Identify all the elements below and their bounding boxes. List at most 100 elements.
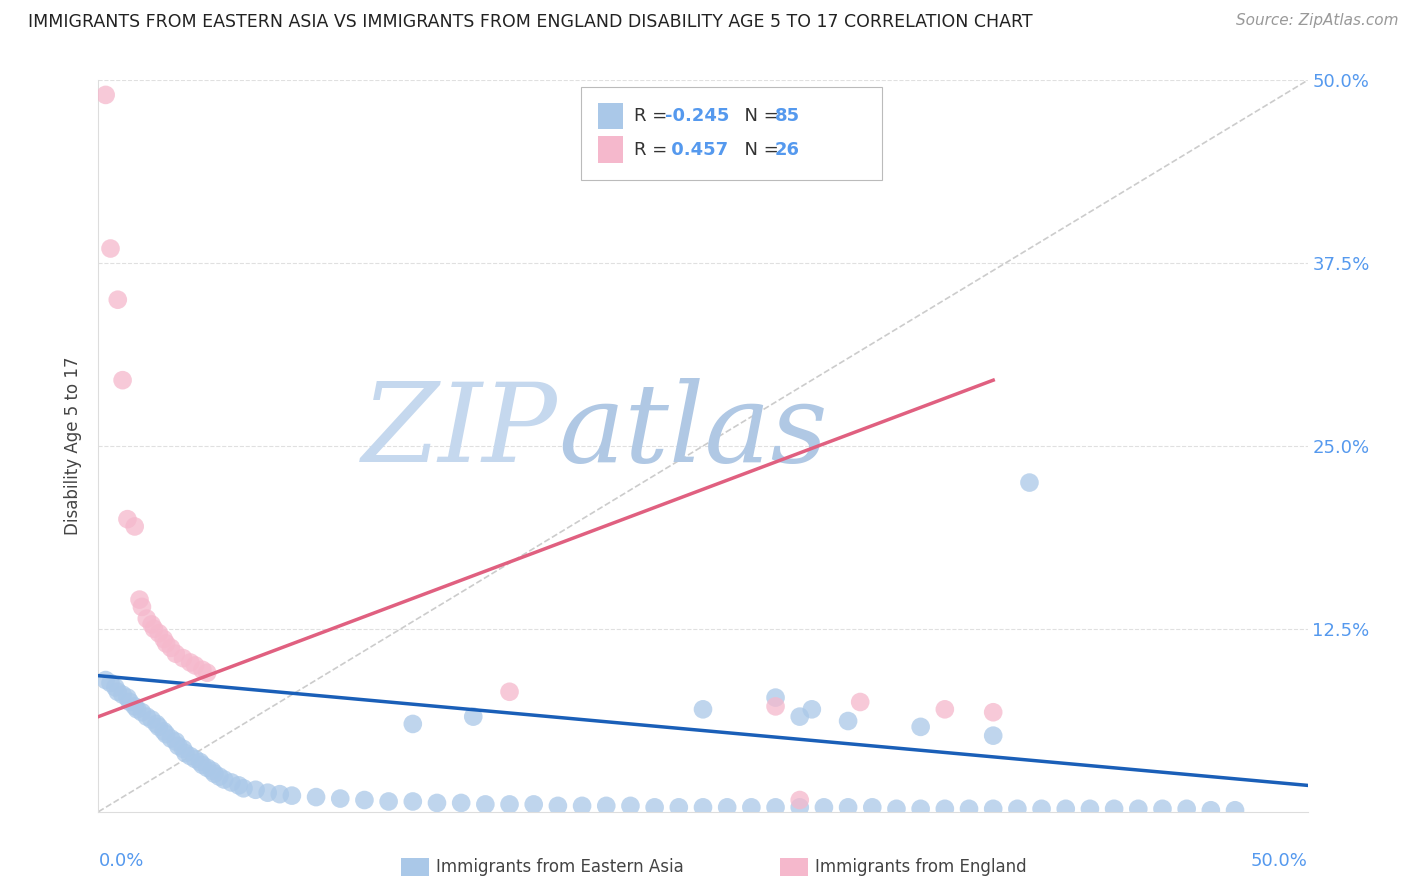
Point — [523, 797, 546, 812]
Point — [571, 798, 593, 813]
Text: 85: 85 — [775, 107, 800, 125]
Text: atlas: atlas — [558, 377, 828, 485]
Point — [232, 781, 254, 796]
Point — [148, 720, 170, 734]
Text: R =: R = — [634, 107, 673, 125]
Point — [1031, 802, 1053, 816]
Point — [668, 800, 690, 814]
Point — [141, 617, 163, 632]
Point — [426, 796, 449, 810]
Point — [179, 749, 201, 764]
Point — [165, 647, 187, 661]
Point — [100, 242, 122, 256]
Point — [463, 709, 485, 723]
Point — [118, 695, 141, 709]
Point — [765, 690, 787, 705]
Point — [692, 800, 714, 814]
Text: N =: N = — [733, 141, 785, 159]
Point — [191, 758, 214, 772]
Point — [117, 512, 139, 526]
Point — [402, 717, 425, 731]
Point — [981, 705, 1004, 719]
Point — [281, 789, 304, 803]
Text: 0.457: 0.457 — [665, 141, 728, 159]
Text: Immigrants from Eastern Asia: Immigrants from Eastern Asia — [436, 858, 683, 876]
Point — [402, 795, 425, 809]
Point — [716, 800, 738, 814]
Text: 0.0%: 0.0% — [98, 852, 143, 870]
Point — [124, 519, 146, 533]
Y-axis label: Disability Age 5 to 17: Disability Age 5 to 17 — [65, 357, 83, 535]
Text: IMMIGRANTS FROM EASTERN ASIA VS IMMIGRANTS FROM ENGLAND DISABILITY AGE 5 TO 17 C: IMMIGRANTS FROM EASTERN ASIA VS IMMIGRAN… — [28, 13, 1033, 31]
Point — [145, 717, 167, 731]
Point — [172, 741, 194, 756]
Point — [141, 713, 163, 727]
Point — [910, 802, 932, 816]
Point — [1128, 802, 1150, 816]
Text: N =: N = — [733, 107, 785, 125]
Text: 50.0%: 50.0% — [1251, 852, 1308, 870]
Point — [107, 685, 129, 699]
Point — [595, 798, 617, 813]
Point — [174, 746, 197, 760]
Point — [740, 800, 762, 814]
Point — [131, 705, 153, 719]
Point — [1223, 803, 1246, 817]
Point — [1007, 802, 1029, 816]
Text: Immigrants from England: Immigrants from England — [815, 858, 1028, 876]
Point — [221, 775, 243, 789]
Point — [128, 592, 150, 607]
Point — [165, 734, 187, 748]
Point — [184, 752, 207, 766]
Point — [1175, 802, 1198, 816]
Point — [212, 772, 235, 787]
Point — [104, 681, 127, 695]
Point — [765, 800, 787, 814]
Point — [789, 709, 811, 723]
Text: ZIP: ZIP — [361, 377, 558, 485]
Point — [1078, 802, 1101, 816]
Point — [498, 685, 520, 699]
Point — [184, 658, 207, 673]
Point — [124, 699, 146, 714]
Point — [849, 695, 872, 709]
Point — [228, 778, 250, 792]
Point — [860, 800, 883, 814]
Point — [188, 755, 211, 769]
Point — [800, 702, 823, 716]
Point — [195, 665, 218, 680]
Point — [148, 626, 170, 640]
Point — [934, 702, 956, 716]
Point — [191, 663, 214, 677]
Point — [981, 729, 1004, 743]
Point — [111, 688, 134, 702]
Point — [160, 640, 183, 655]
Text: R =: R = — [634, 141, 673, 159]
Point — [1054, 802, 1077, 816]
Point — [155, 636, 177, 650]
Point — [329, 791, 352, 805]
Point — [117, 690, 139, 705]
Point — [644, 800, 666, 814]
Point — [547, 798, 569, 813]
Point — [789, 793, 811, 807]
Point — [474, 797, 496, 812]
Text: Source: ZipAtlas.com: Source: ZipAtlas.com — [1236, 13, 1399, 29]
Point — [377, 795, 399, 809]
Point — [1102, 802, 1125, 816]
Point — [201, 764, 224, 778]
Point — [107, 293, 129, 307]
Point — [934, 802, 956, 816]
Point — [208, 770, 231, 784]
Point — [127, 702, 149, 716]
Point — [498, 797, 520, 812]
Point — [204, 766, 226, 780]
Point — [94, 87, 117, 102]
Point — [195, 761, 218, 775]
Point — [765, 699, 787, 714]
Point — [269, 787, 291, 801]
Point — [910, 720, 932, 734]
Point — [245, 782, 267, 797]
Point — [837, 800, 859, 814]
Text: -0.245: -0.245 — [665, 107, 730, 125]
